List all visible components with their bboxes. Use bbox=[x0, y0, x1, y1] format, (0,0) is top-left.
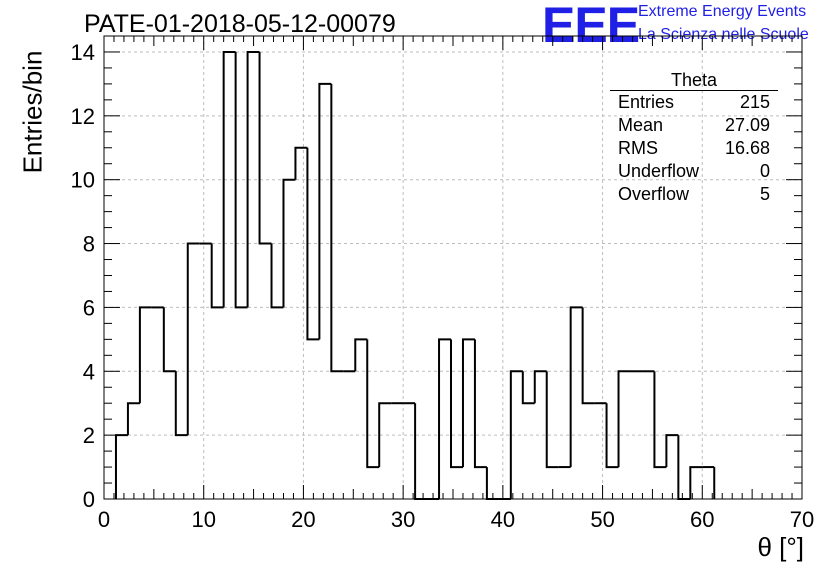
histogram-bin bbox=[246, 50, 260, 308]
histogram-bin bbox=[545, 371, 559, 469]
stats-label: Underflow bbox=[618, 161, 700, 181]
logo-subtitle-line1: Extreme Energy Events bbox=[638, 3, 807, 20]
histogram-bin bbox=[366, 339, 380, 469]
y-axis-label: Entries/bin bbox=[17, 50, 48, 174]
histogram-bin bbox=[414, 403, 428, 500]
histogram-bin bbox=[330, 83, 344, 373]
x-axis-label: θ [°] bbox=[757, 532, 804, 562]
histogram-bin bbox=[354, 338, 368, 372]
histogram-bin bbox=[378, 402, 392, 468]
histogram-bin bbox=[653, 371, 667, 469]
stats-label: RMS bbox=[618, 138, 658, 158]
stats-label: Entries bbox=[618, 92, 675, 112]
x-tick-label: 0 bbox=[98, 507, 110, 532]
histogram-bin bbox=[461, 338, 475, 468]
stats-value: 27.09 bbox=[724, 115, 770, 135]
stats-row-rms: RMS 16.68 bbox=[610, 137, 778, 160]
y-tick-label: 8 bbox=[83, 232, 95, 257]
histogram-bin bbox=[450, 339, 463, 469]
histogram-bin bbox=[569, 306, 583, 468]
histogram-bin bbox=[438, 338, 452, 499]
histogram-bin bbox=[162, 307, 176, 373]
histogram-bin bbox=[318, 82, 332, 340]
histogram-bin bbox=[234, 51, 248, 309]
y-tick-label: 12 bbox=[71, 104, 95, 129]
histogram-bin bbox=[210, 243, 224, 309]
x-tick-label: 30 bbox=[391, 507, 415, 532]
histogram-bin bbox=[222, 50, 236, 308]
histogram-bin bbox=[689, 466, 703, 499]
y-tick-label: 10 bbox=[71, 168, 95, 193]
y-tick-label: 6 bbox=[83, 295, 95, 320]
histogram-bin bbox=[473, 339, 487, 469]
histogram-bin bbox=[114, 434, 128, 499]
stats-value: 0 bbox=[759, 161, 770, 181]
histogram-title: PATE-01-2018-05-12-00079 bbox=[84, 10, 396, 38]
x-tick-label: 40 bbox=[491, 507, 515, 532]
histogram-bin bbox=[282, 178, 296, 308]
y-tick-label: 0 bbox=[83, 487, 95, 512]
stats-row-overflow: Overflow 5 bbox=[610, 183, 778, 206]
stats-row-underflow: Underflow 0 bbox=[610, 160, 778, 183]
stats-row-entries: Entries 215 bbox=[610, 91, 778, 114]
logo-subtitle-line2: La Scienza nelle Scuole bbox=[638, 26, 809, 43]
x-tick-label: 10 bbox=[191, 507, 215, 532]
x-tick-label: 70 bbox=[790, 507, 814, 532]
eee-logo: EEE bbox=[542, 0, 640, 53]
histogram-bin bbox=[270, 243, 284, 309]
histogram-bin bbox=[617, 370, 631, 468]
stats-label: Overflow bbox=[618, 184, 690, 204]
histogram-bin bbox=[306, 147, 320, 341]
stats-label: Mean bbox=[618, 115, 664, 135]
histogram-bin bbox=[174, 371, 188, 437]
y-tick-label: 4 bbox=[83, 359, 95, 384]
histogram-bin bbox=[509, 370, 523, 499]
histogram-bin bbox=[294, 146, 308, 180]
histogram-bin bbox=[521, 371, 535, 405]
y-tick-label: 2 bbox=[83, 423, 95, 448]
x-tick-label: 20 bbox=[291, 507, 315, 532]
histogram-bin bbox=[485, 467, 499, 500]
stats-row-mean: Mean 27.09 bbox=[610, 114, 778, 137]
y-tick-label: 14 bbox=[71, 40, 95, 65]
stats-value: 16.68 bbox=[724, 138, 770, 158]
stats-value: 5 bbox=[759, 184, 770, 204]
histogram-bin bbox=[677, 435, 691, 500]
stats-value: 215 bbox=[739, 92, 770, 112]
histogram-bin bbox=[533, 370, 547, 404]
histogram-bin bbox=[581, 307, 595, 405]
x-tick-label: 60 bbox=[690, 507, 714, 532]
histogram-bin bbox=[258, 51, 272, 245]
histogram-bin bbox=[186, 242, 200, 436]
histogram-bin bbox=[605, 403, 619, 469]
histogram-bin bbox=[665, 434, 679, 468]
histogram-bin bbox=[138, 306, 152, 404]
x-tick-label: 50 bbox=[590, 507, 614, 532]
histogram-bin bbox=[126, 402, 140, 436]
stats-title: Theta bbox=[610, 70, 778, 91]
stats-box: Theta Entries 215 Mean 27.09 RMS 16.68 U… bbox=[610, 70, 778, 206]
